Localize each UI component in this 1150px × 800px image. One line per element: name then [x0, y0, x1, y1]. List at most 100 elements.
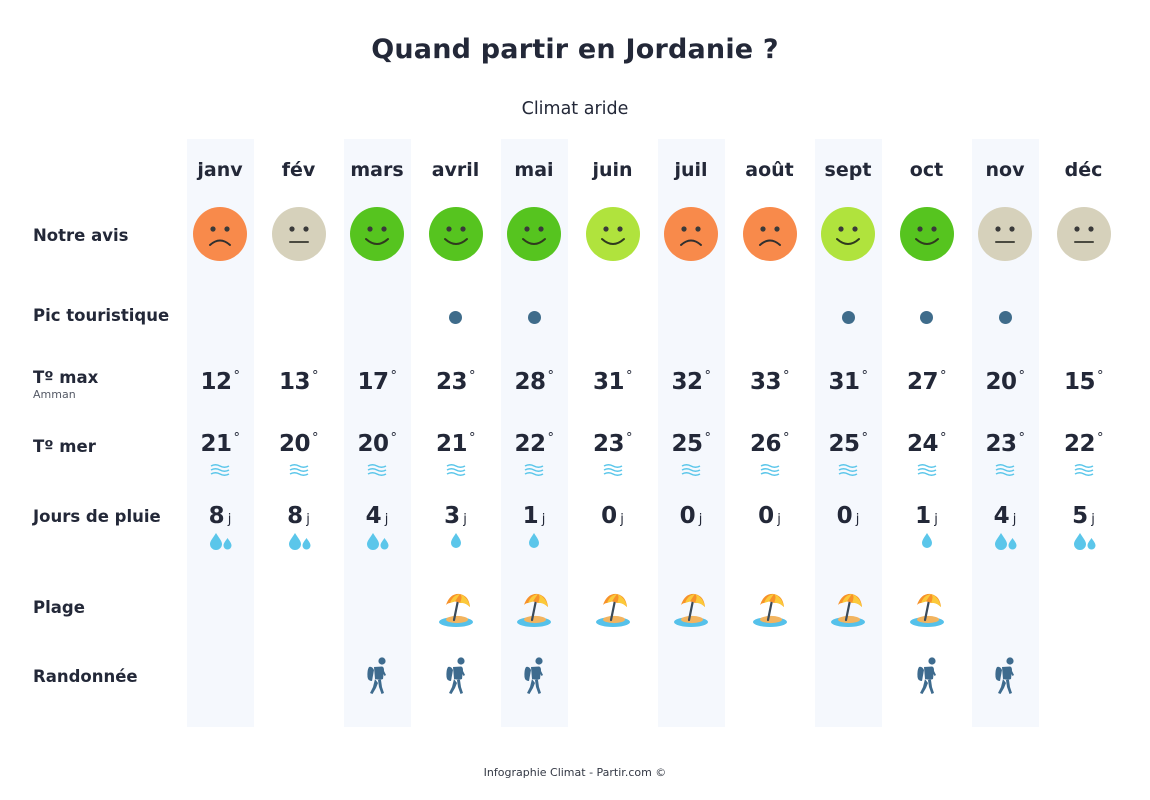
sea-temp-value: 23 °: [592, 431, 633, 457]
waves-icon: [995, 462, 1015, 481]
tmax-value: 27 °: [906, 369, 947, 395]
footer-credit: Infographie Climat - Partir.com ©: [483, 766, 667, 779]
tourist-peak-dot-icon: [527, 311, 541, 324]
sad-face-icon: [664, 207, 718, 261]
tmax-value: 13 °: [278, 369, 319, 395]
page-title: Quand partir en Jordanie ?: [371, 34, 779, 65]
neutral-face-icon: [978, 207, 1032, 261]
sea-temp-value: 25 °: [828, 431, 868, 457]
hiker-icon: [994, 657, 1016, 699]
sad-face-icon: [742, 207, 797, 261]
tourist-peak-dot-icon: [920, 311, 933, 324]
row-label-tmer: Tº mer: [33, 437, 96, 456]
rain-drops-icon: [366, 532, 390, 554]
beach-umbrella-icon: [830, 590, 866, 632]
tmax-value: 31 °: [828, 369, 868, 395]
row-sublabel-tmax-city: Amman: [33, 388, 76, 401]
happy-face-icon: [821, 207, 875, 261]
sad-face-icon: [193, 207, 247, 261]
sea-temp-value: 20 °: [278, 431, 319, 457]
beach-umbrella-icon: [752, 590, 788, 632]
month-header: avril: [431, 159, 480, 181]
happy-face-icon: [899, 207, 954, 261]
waves-icon: [367, 462, 387, 481]
waves-icon: [289, 462, 309, 481]
beach-umbrella-icon: [438, 590, 474, 632]
hiker-icon: [445, 657, 467, 699]
tmax-value: 23 °: [435, 369, 476, 395]
neutral-face-icon: [271, 207, 326, 261]
rain-drop-icon: [528, 532, 540, 552]
tmax-value: 15 °: [1063, 369, 1104, 395]
month-header: juil: [674, 159, 708, 181]
sea-temp-value: 24 °: [906, 431, 947, 457]
row-label-avis: Notre avis: [33, 226, 129, 245]
waves-icon: [210, 462, 230, 481]
happy-face-icon: [585, 207, 640, 261]
sea-temp-value: 21 °: [200, 431, 240, 457]
month-header: juin: [592, 159, 633, 181]
waves-icon: [1074, 462, 1094, 481]
beach-umbrella-icon: [516, 590, 552, 632]
tmax-value: 33 °: [749, 369, 790, 395]
happy-face-icon: [507, 207, 561, 261]
sea-temp-value: 21 °: [435, 431, 476, 457]
rain-drops-icon: [1073, 532, 1097, 554]
month-header: déc: [1064, 159, 1103, 181]
sea-temp-value: 26 °: [749, 431, 790, 457]
happy-face-icon: [350, 207, 404, 261]
waves-icon: [446, 462, 466, 481]
tourist-peak-dot-icon: [998, 311, 1012, 324]
page-subtitle: Climat aride: [521, 99, 629, 119]
month-header: sept: [824, 159, 872, 181]
sea-temp-value: 25 °: [671, 431, 711, 457]
month-header: janv: [197, 159, 243, 181]
tmax-value: 12 °: [200, 369, 240, 395]
month-header: mars: [350, 159, 404, 181]
row-label-pluie: Jours de pluie: [33, 507, 161, 526]
row-label-pic: Pic touristique: [33, 306, 170, 325]
beach-umbrella-icon: [595, 590, 631, 632]
waves-icon: [838, 462, 858, 481]
waves-icon: [917, 462, 937, 481]
month-header: août: [745, 159, 794, 181]
tmax-value: 17 °: [357, 369, 397, 395]
neutral-face-icon: [1056, 207, 1111, 261]
month-header: oct: [909, 159, 944, 181]
sea-temp-value: 23 °: [985, 431, 1025, 457]
waves-icon: [603, 462, 623, 481]
tmax-value: 31 °: [592, 369, 633, 395]
month-header: fév: [281, 159, 316, 181]
hiker-icon: [366, 657, 388, 699]
rain-drops-icon: [288, 532, 312, 554]
waves-icon: [760, 462, 780, 481]
hiker-icon: [916, 657, 938, 699]
sea-temp-value: 22 °: [514, 431, 554, 457]
tmax-value: 20 °: [985, 369, 1025, 395]
hiker-icon: [523, 657, 545, 699]
sea-temp-value: 20 °: [357, 431, 397, 457]
rain-drops-icon: [994, 532, 1018, 554]
row-label-plage: Plage: [33, 598, 85, 617]
row-label-tmax: Tº max: [33, 368, 99, 387]
waves-icon: [681, 462, 701, 481]
waves-icon: [524, 462, 544, 481]
beach-umbrella-icon: [673, 590, 709, 632]
month-header: mai: [514, 159, 554, 181]
rain-drops-icon: [209, 532, 233, 554]
tmax-value: 32 °: [671, 369, 711, 395]
rain-drop-icon: [921, 532, 933, 552]
happy-face-icon: [428, 207, 483, 261]
